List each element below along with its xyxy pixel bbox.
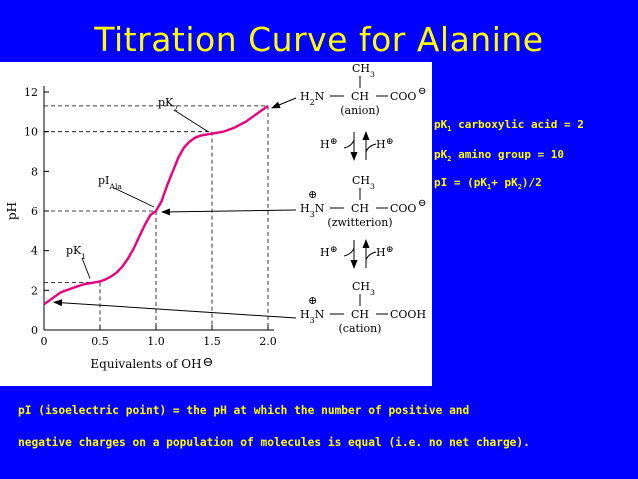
point-label-leader — [113, 187, 155, 208]
x-tick-label: 1.5 — [203, 335, 221, 348]
pk2-annotation: pK2 amino group = 10 — [434, 148, 564, 163]
methyl-group: CH3 — [352, 174, 375, 191]
slide-title: Titration Curve for Alanine — [94, 20, 544, 59]
pk1-annotation: pK1 carboxylic acid = 2 — [434, 118, 584, 133]
alpha-carbon: CH — [351, 202, 369, 215]
carboxyl-group: COOH — [390, 308, 426, 321]
x-axis-label-charge: ⊖ — [203, 355, 214, 370]
y-tick-label: 6 — [31, 205, 38, 218]
pi-sub1: 1 — [486, 183, 492, 192]
y-tick-label: 10 — [24, 126, 38, 139]
equilibrium-0: H ⊕ H ⊕ — [320, 131, 394, 161]
pi-sub2: 2 — [517, 183, 522, 192]
alpha-carbon: CH — [351, 308, 369, 321]
pk2-sub: 2 — [447, 155, 452, 164]
titration-curve — [43, 104, 269, 306]
pk1-prefix: pK — [434, 118, 448, 131]
arrow-curl-right — [365, 251, 377, 261]
amine-group: H3N — [300, 202, 325, 219]
x-tick-label: 2.0 — [259, 335, 277, 348]
pi-suffix: )/2 — [521, 176, 542, 189]
structure-zwitterion: CH3 ⊕H3N CH COO ⊖ (zwitterion) — [300, 174, 426, 229]
footnote-line-2: negative charges on a population of mole… — [18, 436, 530, 449]
x-tick-label: 1.0 — [147, 335, 165, 348]
proton-right-charge: ⊕ — [386, 137, 394, 147]
proton-left-charge: ⊕ — [330, 137, 338, 147]
y-tick-label: 2 — [31, 284, 38, 297]
proton-right: H — [376, 246, 386, 259]
structure-anion: CH3 H2N CH COO ⊖ (anion) — [300, 62, 426, 117]
alpha-carbon: CH — [351, 90, 369, 103]
y-tick-label: 0 — [31, 324, 38, 337]
structure-cation: CH3 ⊕H3N CH COOH (cation) — [300, 280, 426, 335]
carboxyl-charge: ⊖ — [418, 86, 426, 97]
titration-figure: 0 0.5 1.0 1.5 2.0 0 2 4 6 8 10 12 Equivalents of OH ⊖… — [0, 62, 432, 386]
point-label-1: pIAla — [98, 174, 122, 191]
pi-prefix: pI = (pK — [434, 176, 487, 189]
proton-right: H — [376, 138, 386, 151]
proton-left: H — [320, 138, 330, 151]
x-axis-label: Equivalents of OH — [90, 357, 201, 371]
amine-group: H3N — [300, 308, 325, 325]
footnote-line-1: pI (isoelectric point) = the pH at which… — [18, 404, 470, 417]
pk2-prefix: pK — [434, 148, 448, 161]
point-label-leader — [81, 257, 91, 279]
structure-label: (cation) — [339, 322, 382, 335]
carboxyl-group: COO — [390, 90, 416, 103]
y-tick-label: 12 — [24, 86, 38, 99]
pointer-cation — [53, 299, 297, 319]
amine-charge: ⊕ — [308, 294, 317, 307]
pi-mid: + pK — [491, 176, 518, 189]
y-tick-label: 8 — [31, 165, 38, 178]
carboxyl-group: COO — [390, 202, 416, 215]
x-tick-label: 0 — [41, 335, 48, 348]
amine-group: H2N — [300, 90, 325, 107]
pointer-zwitterion — [161, 208, 297, 216]
structure-label: (anion) — [340, 104, 379, 117]
proton-left: H — [320, 246, 330, 259]
methyl-group: CH3 — [352, 62, 375, 79]
carboxyl-charge: ⊖ — [418, 198, 426, 209]
proton-left-charge: ⊕ — [330, 245, 338, 255]
point-label-2: pK2 — [158, 96, 178, 113]
y-axis-label: pH — [5, 202, 19, 220]
y-tick-label: 4 — [31, 245, 38, 258]
arrow-curl-left — [343, 247, 355, 257]
pk1-sub: 1 — [447, 125, 452, 134]
proton-right-charge: ⊕ — [386, 245, 394, 255]
x-tick-label: 0.5 — [91, 335, 109, 348]
point-label-0: pK1 — [66, 244, 86, 261]
amine-charge: ⊕ — [308, 188, 317, 201]
point-label-leader — [173, 109, 209, 133]
equilibrium-1: H ⊕ H ⊕ — [320, 239, 394, 269]
methyl-group: CH3 — [352, 280, 375, 297]
pk1-suffix: carboxylic acid = 2 — [451, 118, 584, 131]
pi-annotation: pI = (pK1+ pK2)/2 — [434, 176, 542, 191]
arrow-curl-left — [343, 139, 355, 149]
structure-label: (zwitterion) — [327, 216, 392, 229]
arrow-curl-right — [365, 143, 377, 153]
pk2-suffix: amino group = 10 — [451, 148, 565, 161]
pointer-anion — [271, 97, 297, 109]
